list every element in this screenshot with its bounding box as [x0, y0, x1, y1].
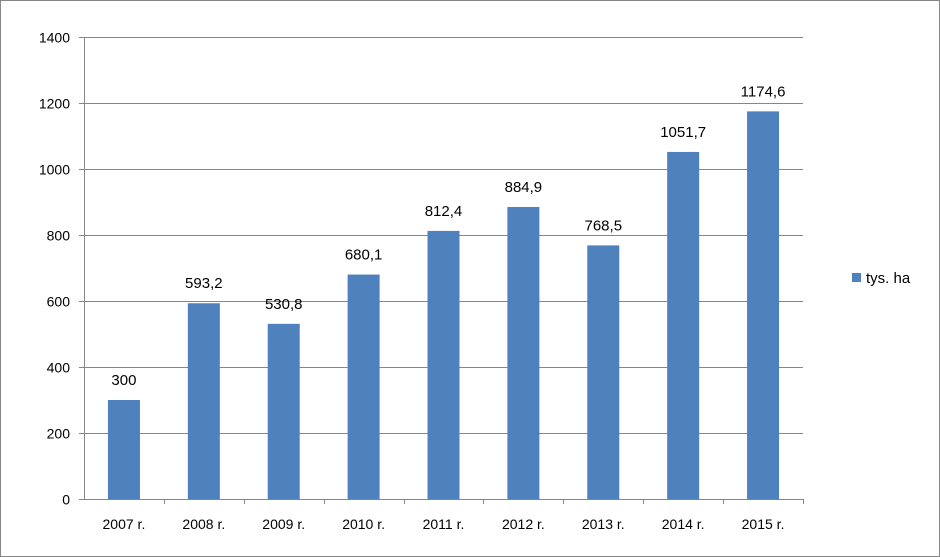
- y-tick-label: 800: [47, 228, 71, 244]
- x-tick-label: 2013 r.: [582, 516, 625, 532]
- legend: tys. ha: [852, 270, 911, 287]
- bar: [587, 245, 620, 499]
- legend-swatch: [852, 273, 861, 282]
- data-label: 530,8: [265, 296, 303, 313]
- data-label: 1174,6: [741, 83, 786, 100]
- y-tick-label: 1200: [39, 96, 70, 112]
- x-tick-label: 2010 r.: [342, 516, 385, 532]
- data-labels: 300 593,2 530,8 680,1 812,4 884,9 768,5 1051,7 1…: [111, 83, 785, 389]
- x-tick-label: 2007 r.: [103, 516, 146, 532]
- y-axis-ticks: 0 200 400 600 800 1000 1200 1400: [39, 30, 70, 508]
- axes: [79, 37, 804, 504]
- bar: [667, 151, 700, 499]
- legend-label: tys. ha: [866, 270, 911, 287]
- x-tick-label: 2015 r.: [742, 516, 785, 532]
- y-tick-label: 0: [62, 492, 70, 508]
- x-axis-ticks: 2007 r. 2008 r. 2009 r. 2010 r. 2011 r. 2012 …: [103, 516, 785, 532]
- bar: [107, 400, 140, 499]
- x-tick-label: 2009 r.: [262, 516, 305, 532]
- x-tick-label: 2012 r.: [502, 516, 545, 532]
- data-label: 593,2: [185, 275, 223, 292]
- data-label: 1051,7: [660, 124, 706, 141]
- x-tick-label: 2014 r.: [662, 516, 705, 532]
- bar: [187, 303, 220, 499]
- data-label: 680,1: [345, 247, 383, 264]
- bar: [347, 274, 380, 499]
- y-tick-label: 200: [47, 426, 71, 442]
- x-tick-label: 2008 r.: [182, 516, 225, 532]
- y-tick-label: 1400: [39, 30, 70, 46]
- y-tick-label: 1000: [39, 162, 70, 178]
- bar: [747, 111, 780, 499]
- data-label: 812,4: [425, 203, 463, 220]
- data-label: 768,5: [585, 217, 623, 234]
- bar: [267, 323, 300, 499]
- y-tick-label: 400: [47, 360, 71, 376]
- data-label: 884,9: [505, 179, 543, 196]
- data-label: 300: [111, 372, 136, 389]
- bar: [507, 206, 540, 499]
- x-tick-label: 2011 r.: [423, 516, 465, 532]
- bar: [427, 230, 460, 499]
- bars: [107, 111, 780, 499]
- y-tick-label: 600: [47, 294, 71, 310]
